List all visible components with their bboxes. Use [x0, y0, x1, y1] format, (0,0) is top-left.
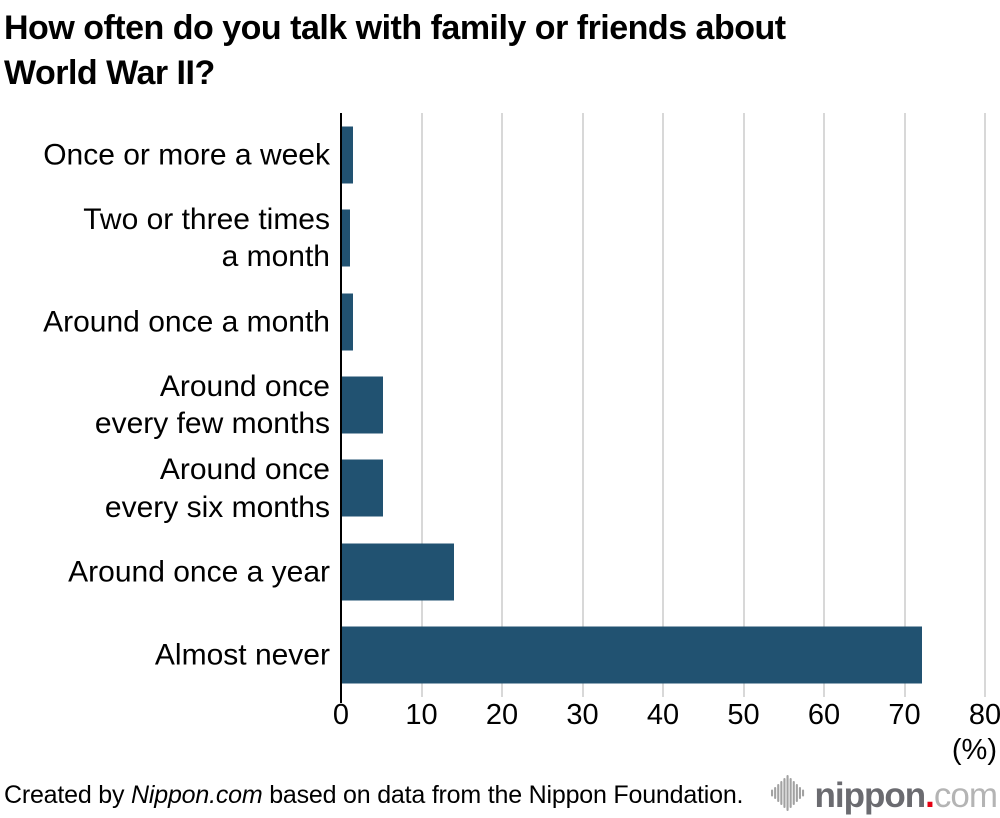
category-label: Once or more a week — [43, 138, 330, 172]
bar — [342, 626, 923, 684]
bar-row: Two or three times a month — [0, 196, 1000, 279]
category-label: Almost never — [154, 638, 330, 672]
gridline — [742, 113, 745, 697]
footer: Created by Nippon.com based on data from… — [4, 774, 998, 816]
y-axis-line — [340, 113, 342, 703]
category-label: Around once a month — [43, 304, 330, 338]
gridline — [903, 113, 906, 697]
logo-name: nippon — [814, 775, 927, 815]
credit-prefix: Created by — [4, 780, 132, 809]
bar — [342, 126, 354, 184]
x-tick-label: 20 — [485, 699, 519, 731]
bar-row: Around once a year — [0, 530, 1000, 613]
category-label: Around once a year — [68, 555, 330, 589]
x-tick-label: 70 — [888, 699, 921, 731]
x-axis-unit-label: (%) — [951, 734, 997, 766]
plot-area: Once or more a week Two or three times a … — [0, 113, 1000, 703]
bar-rows: Once or more a week Two or three times a … — [0, 113, 1000, 697]
chart-title: How often do you talk with family or fri… — [4, 9, 786, 92]
bar — [342, 543, 454, 601]
gridline — [984, 113, 986, 697]
gridline — [581, 113, 584, 697]
gridline — [501, 113, 503, 697]
nippon-logo: nippon.com — [770, 774, 998, 816]
soundwave-icon — [770, 775, 804, 811]
bar — [342, 209, 351, 267]
x-tick-label: 10 — [405, 699, 438, 731]
gridline — [420, 113, 423, 697]
category-label: Two or three times a month — [83, 202, 330, 274]
bar-row: Once or more a week — [0, 113, 1000, 196]
nippon-logo-text: nippon.com — [814, 775, 998, 815]
bar — [342, 459, 384, 517]
x-tick-label: 30 — [566, 699, 599, 731]
gridline — [823, 113, 825, 697]
gridline — [662, 113, 664, 697]
bar-row: Around once every few months — [0, 363, 1000, 446]
x-tick-label: 40 — [646, 699, 680, 731]
x-axis-ticks: 0 10 20 30 40 50 60 70 80 — [0, 699, 1000, 733]
logo-tld: com — [933, 775, 998, 815]
credit-text: Created by Nippon.com based on data from… — [4, 781, 743, 810]
category-label: Around once every few months — [94, 369, 330, 440]
category-label: Around once every six months — [104, 453, 330, 524]
x-tick-label: 80 — [968, 699, 1000, 731]
logo-dot: . — [925, 775, 935, 815]
x-tick-label: 0 — [332, 699, 350, 731]
bar-row: Around once a month — [0, 280, 1000, 363]
x-tick-label: 60 — [807, 699, 841, 731]
credit-source: Nippon.com — [131, 780, 263, 809]
bar-row: Almost never — [0, 614, 1000, 697]
credit-suffix: based on data from the Nippon Foundation… — [262, 780, 744, 809]
bar — [342, 376, 384, 434]
bar — [342, 293, 354, 351]
x-tick-label: 50 — [727, 699, 760, 731]
bar-row: Around once every six months — [0, 447, 1000, 530]
